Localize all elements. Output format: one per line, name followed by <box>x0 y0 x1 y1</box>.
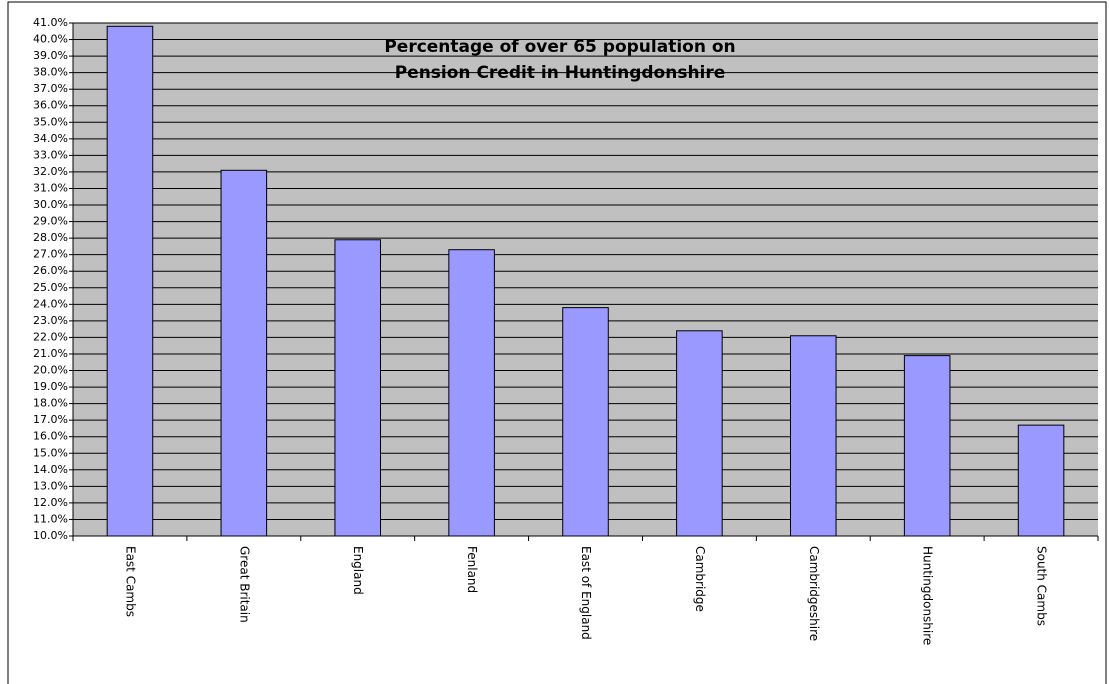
bar <box>790 335 837 537</box>
x-tick-label: East of England <box>579 546 593 640</box>
x-tick-label: South Cambs <box>1035 546 1049 626</box>
y-tick-label: 37.0% <box>33 82 68 95</box>
y-tick-label: 12.0% <box>33 496 68 509</box>
y-tick-label: 28.0% <box>33 231 68 244</box>
y-tick-label: 26.0% <box>33 264 68 277</box>
y-tick-label: 16.0% <box>33 430 68 443</box>
bar <box>448 249 495 537</box>
y-tick-label: 38.0% <box>33 66 68 79</box>
bar <box>903 355 951 537</box>
y-tick-label: 36.0% <box>33 99 68 112</box>
bar <box>334 239 382 537</box>
y-tick-label: 34.0% <box>33 132 68 145</box>
y-tick-label: 30.0% <box>33 198 68 211</box>
y-tick-label: 33.0% <box>33 148 68 161</box>
x-tick-label: Great Britain <box>237 546 251 623</box>
y-tick-label: 31.0% <box>33 181 68 194</box>
y-tick-label: 18.0% <box>33 397 68 410</box>
y-tick-label: 29.0% <box>33 215 68 228</box>
plot-layer: 10.0% 11.0% 12.0% 13.0% 14.0% 15.0% 16.0% 17.0%… <box>33 16 1099 645</box>
y-tick-label: 24.0% <box>33 297 68 310</box>
bar <box>562 307 609 537</box>
y-tick-label: 40.0% <box>33 33 68 46</box>
y-tick-label: 19.0% <box>33 380 68 393</box>
y-tick-label: 20.0% <box>33 364 68 377</box>
y-tick-label: 23.0% <box>33 314 68 327</box>
chart-title: Percentage of over 65 population on <box>384 37 735 57</box>
x-tick-label: Cambridgeshire <box>807 546 821 641</box>
y-tick-label: 39.0% <box>33 49 68 62</box>
chart-title: Pension Credit in Huntingdonshire <box>395 63 726 83</box>
y-tick-label: 22.0% <box>33 330 68 343</box>
x-tick-label: England <box>351 546 365 595</box>
bar <box>676 330 723 537</box>
y-tick-label: 17.0% <box>33 413 68 426</box>
y-tick-label: 25.0% <box>33 281 68 294</box>
x-tick-label: Cambridge <box>693 546 707 612</box>
x-tick-label: East Cambs <box>123 546 137 617</box>
y-tick-label: 11.0% <box>33 512 68 525</box>
y-tick-label: 27.0% <box>33 248 68 261</box>
y-tick-label: 41.0% <box>33 16 68 29</box>
bar <box>220 169 268 537</box>
bar <box>106 25 154 537</box>
y-tick-label: 13.0% <box>33 479 68 492</box>
bar <box>1017 424 1065 537</box>
y-tick-label: 15.0% <box>33 446 68 459</box>
x-tick-label: Huntingdonshire <box>921 546 935 645</box>
y-tick-label: 21.0% <box>33 347 68 360</box>
y-tick-label: 14.0% <box>33 463 68 476</box>
y-tick-label: 10.0% <box>33 529 68 542</box>
x-tick-label: Fenland <box>465 546 479 593</box>
y-tick-label: 32.0% <box>33 165 68 178</box>
y-tick-label: 35.0% <box>33 115 68 128</box>
